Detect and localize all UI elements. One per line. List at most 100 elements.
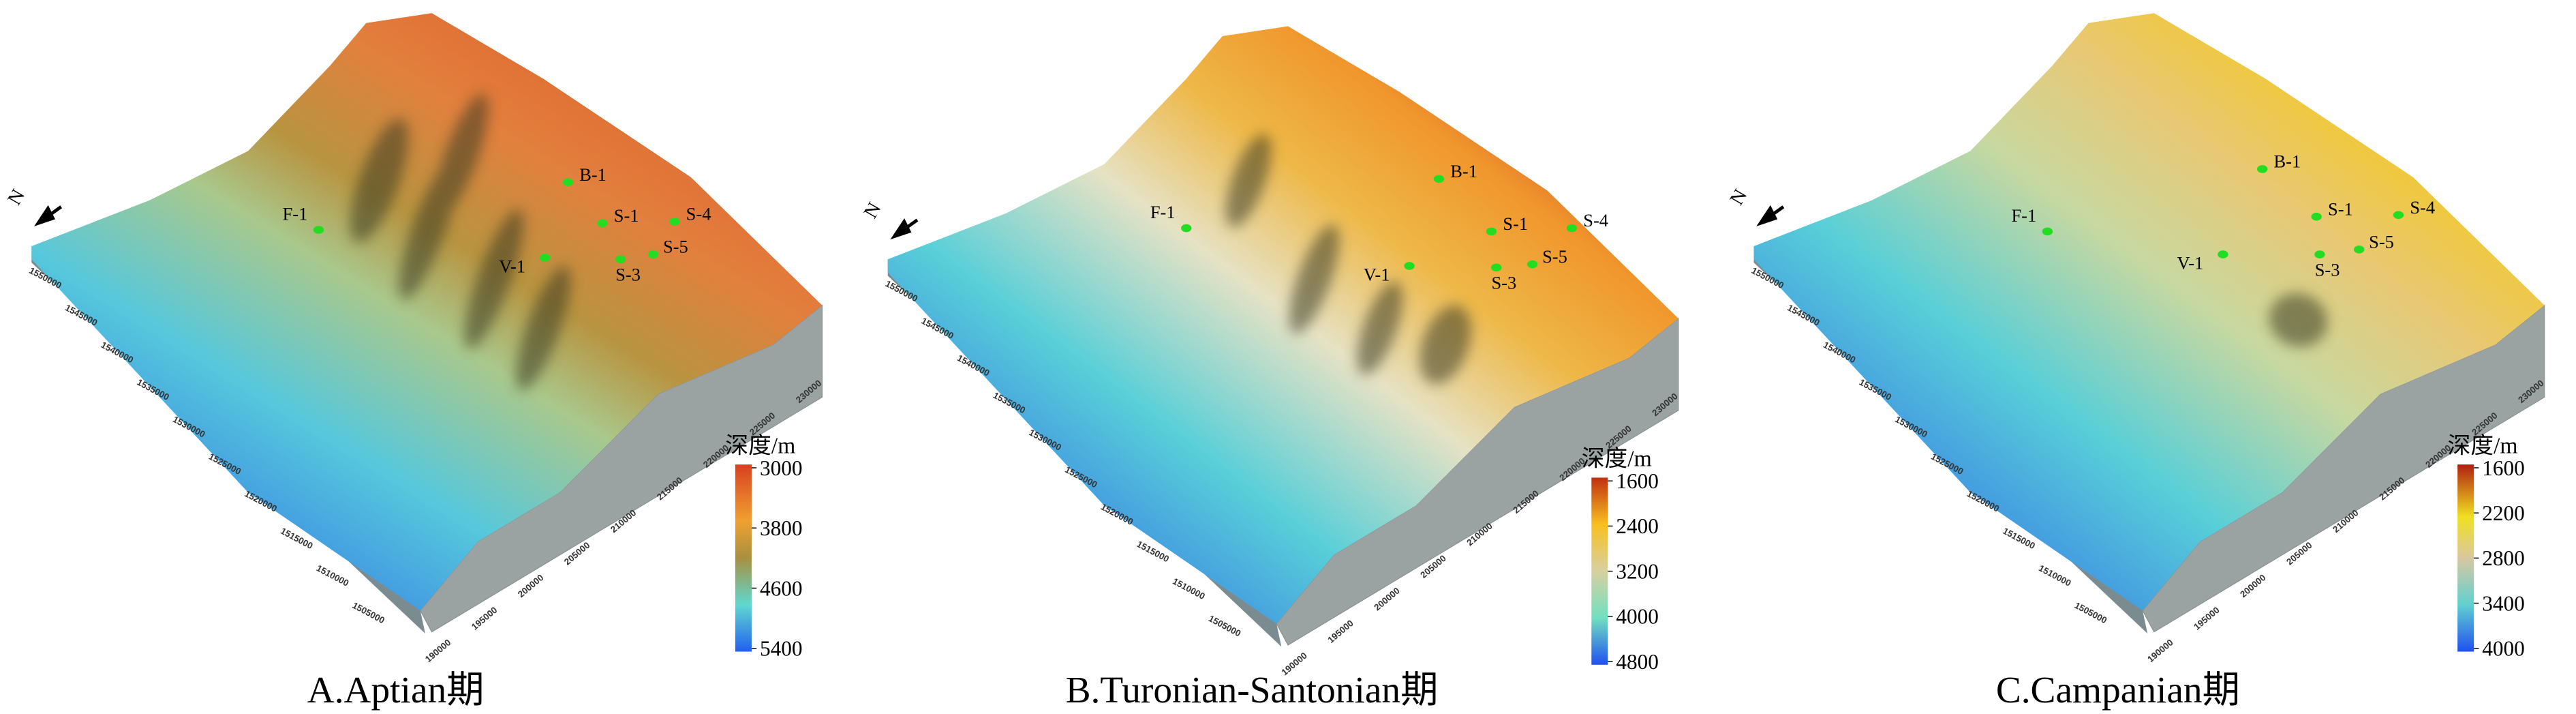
colorbar (1591, 477, 1608, 665)
well-marker (669, 218, 680, 226)
north-label: N (859, 198, 885, 222)
colorbar-tick-label: 4000 (2482, 637, 2525, 661)
well-label: F-1 (1150, 202, 1176, 222)
x-tick-label: 195000 (2192, 605, 2221, 632)
ridge-shadow (1420, 305, 1471, 385)
well-marker (1490, 263, 1502, 272)
well-label: F-1 (283, 204, 308, 224)
well-label: S-5 (2369, 231, 2394, 252)
y-tick-label: 1505000 (351, 600, 386, 625)
well-marker (597, 219, 608, 228)
colorbar-tick-label: 5400 (760, 637, 803, 661)
well-label: F-1 (2011, 205, 2036, 226)
well-marker (539, 254, 551, 262)
well-marker (1404, 262, 1415, 270)
colorbar-tick-label: 1600 (1616, 469, 1659, 493)
well-label: S-1 (2328, 198, 2353, 219)
well-label: S-1 (1503, 213, 1528, 234)
well-marker (562, 178, 574, 186)
well-marker (2314, 250, 2325, 258)
depth-surface (31, 13, 823, 611)
colorbar-tick-label: 3000 (760, 456, 803, 480)
well-label: S-3 (2315, 259, 2340, 280)
north-arrow (1756, 205, 1785, 226)
x-tick-label: 195000 (470, 605, 499, 632)
panel-title: C.Campanian期 (1996, 669, 2240, 711)
well-label: S-5 (663, 237, 688, 257)
well-label: S-4 (686, 204, 711, 224)
well-marker (2256, 165, 2268, 173)
colorbar-tick-label: 1600 (2482, 456, 2525, 480)
colorbar (2457, 464, 2474, 652)
well-marker (2311, 212, 2322, 221)
colorbar-tick-label: 2400 (1616, 514, 1659, 538)
well-marker (1527, 260, 1538, 269)
surface-shading (350, 93, 571, 391)
x-tick-label: 190000 (423, 637, 453, 664)
ridge-shadow (350, 118, 409, 243)
well-marker (2393, 211, 2404, 220)
colorbar-tick-label: 2200 (2482, 501, 2525, 525)
well-marker (1433, 175, 1445, 183)
panel: N150500015100001515000152000015250001530… (1726, 13, 2546, 711)
colorbar (735, 464, 752, 652)
well-marker (313, 226, 324, 234)
well-label: S-3 (1491, 273, 1516, 293)
colorbar-tick-label: 2800 (2482, 546, 2525, 570)
y-tick-label: 1510000 (2037, 563, 2072, 588)
ridge-shadow (1357, 282, 1403, 375)
well-marker (1181, 224, 1192, 233)
x-tick-label: 195000 (1325, 618, 1355, 645)
well-label: S-5 (1542, 246, 1567, 267)
well-label: S-4 (2410, 197, 2435, 218)
colorbar-label: 深度/m (725, 432, 795, 458)
panel: N150500015100001515000152000015250001530… (3, 13, 823, 711)
y-tick-label: 1510000 (315, 563, 350, 588)
well-label: S-4 (1583, 210, 1608, 230)
surface-shading (2269, 293, 2328, 347)
well-label: V-1 (2177, 253, 2204, 273)
panel-title: B.Turonian-Santonian期 (1066, 669, 1439, 711)
north-label: N (1726, 185, 1751, 209)
colorbar-tick-label: 3200 (1616, 559, 1659, 583)
y-tick-label: 1510000 (1171, 576, 1206, 601)
panel: N150500015100001515000152000015250001530… (859, 26, 1680, 711)
y-tick-label: 1505000 (1207, 613, 1242, 638)
colorbar-tick-label: 3400 (2482, 591, 2525, 615)
well-label: V-1 (1364, 265, 1390, 285)
depth-surface (887, 26, 1678, 624)
well-marker (615, 255, 626, 264)
north-arrow (34, 205, 63, 226)
north-arrow (890, 218, 919, 240)
well-marker (1566, 224, 1578, 233)
ridge-shadow (464, 209, 524, 349)
colorbar-label: 深度/m (2448, 432, 2518, 458)
well-label: S-3 (615, 265, 641, 285)
panel-title: A.Aptian期 (307, 669, 485, 711)
y-tick-label: 1505000 (2073, 600, 2109, 625)
colorbar-tick-label: 3800 (760, 516, 803, 540)
north-label: N (3, 185, 29, 209)
ridge-shadow (516, 266, 571, 391)
well-marker (2042, 227, 2053, 236)
well-marker (1486, 227, 1497, 236)
ridge-shadow (433, 93, 489, 218)
well-label: B-1 (1450, 161, 1477, 181)
well-label: V-1 (499, 256, 525, 277)
ridge-shadow (2269, 293, 2328, 347)
well-marker (2218, 250, 2228, 258)
colorbar-tick-label: 4000 (1616, 605, 1659, 629)
well-label: S-1 (614, 205, 639, 226)
depth-surface (1753, 13, 2545, 611)
ridge-shadow (1225, 134, 1272, 228)
well-label: B-1 (579, 164, 607, 185)
surface-shading (1225, 134, 1471, 385)
colorbar-tick-label: 4800 (1616, 650, 1659, 674)
colorbar-label: 深度/m (1582, 446, 1652, 472)
well-label: B-1 (2274, 151, 2301, 172)
colorbar-tick-label: 4600 (760, 576, 803, 600)
well-marker (647, 250, 659, 258)
ridge-shadow (1289, 224, 1340, 333)
x-tick-label: 190000 (2145, 637, 2175, 664)
